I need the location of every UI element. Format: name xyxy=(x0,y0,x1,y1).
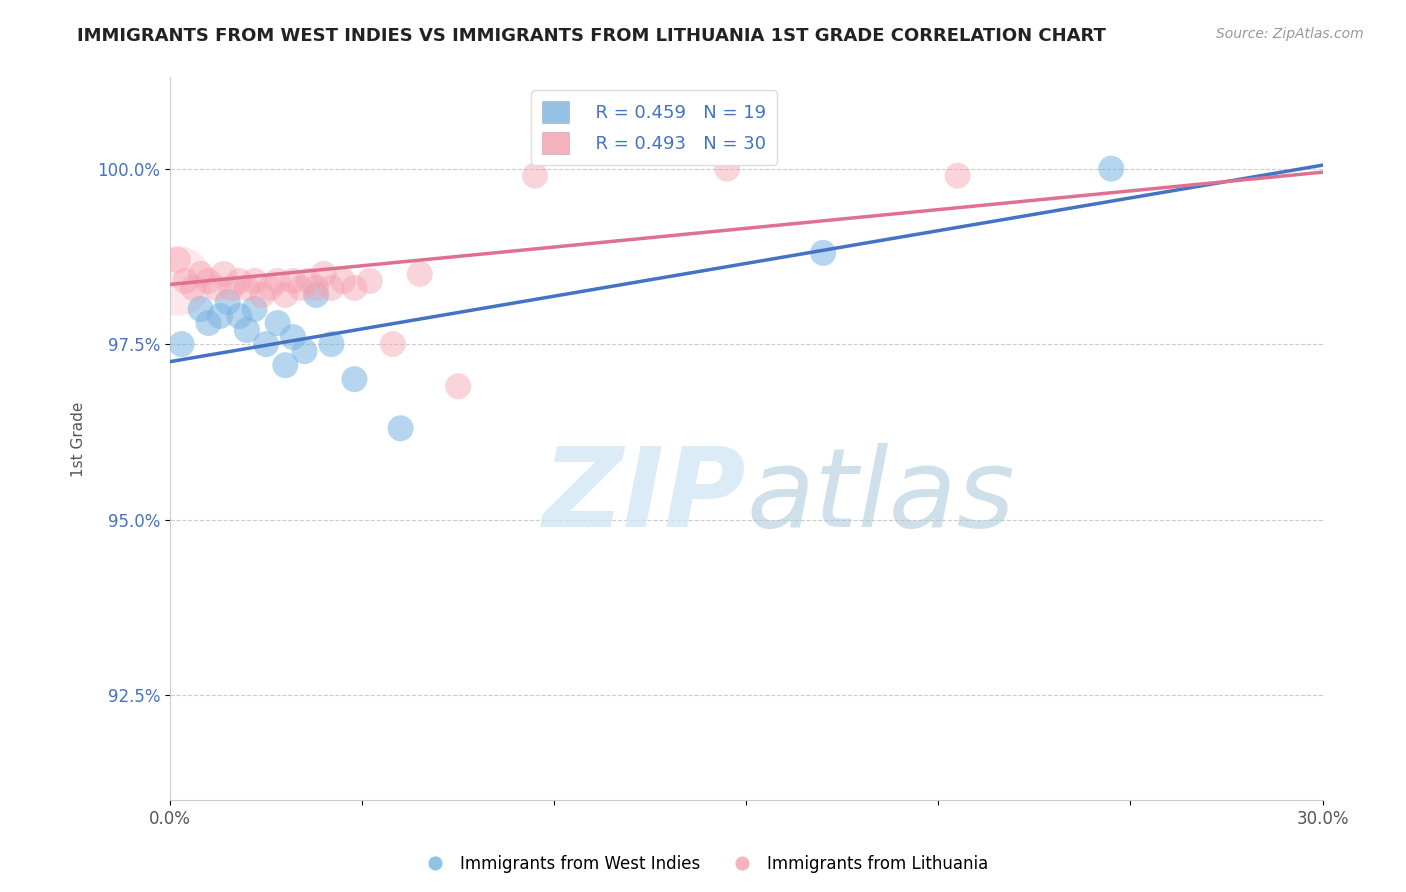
Point xyxy=(359,274,381,288)
Point xyxy=(305,281,328,295)
Point xyxy=(197,274,219,288)
Point xyxy=(166,274,188,288)
Point xyxy=(254,337,277,351)
Point xyxy=(305,288,328,302)
Point xyxy=(1099,161,1122,176)
Point xyxy=(243,274,266,288)
Point xyxy=(524,169,547,183)
Point xyxy=(716,161,738,176)
Point xyxy=(205,281,228,295)
Point xyxy=(343,372,366,386)
Point xyxy=(166,252,188,267)
Point xyxy=(243,301,266,316)
Point xyxy=(212,267,235,281)
Y-axis label: 1st Grade: 1st Grade xyxy=(72,401,86,476)
Point xyxy=(332,274,354,288)
Legend:   R = 0.459   N = 19,   R = 0.493   N = 30: R = 0.459 N = 19, R = 0.493 N = 30 xyxy=(531,90,776,165)
Point xyxy=(321,281,343,295)
Point xyxy=(389,421,412,435)
Point xyxy=(228,309,250,323)
Point xyxy=(170,337,193,351)
Point xyxy=(281,330,304,344)
Point xyxy=(946,169,969,183)
Point xyxy=(274,288,297,302)
Point xyxy=(252,288,274,302)
Point xyxy=(266,316,288,330)
Point xyxy=(447,379,470,393)
Point xyxy=(259,281,281,295)
Legend: Immigrants from West Indies, Immigrants from Lithuania: Immigrants from West Indies, Immigrants … xyxy=(412,848,994,880)
Point xyxy=(290,281,312,295)
Point xyxy=(321,337,343,351)
Point xyxy=(266,274,288,288)
Point xyxy=(297,274,319,288)
Point xyxy=(190,267,212,281)
Point xyxy=(217,295,239,310)
Point xyxy=(312,267,335,281)
Point xyxy=(208,309,231,323)
Point xyxy=(343,281,366,295)
Point xyxy=(409,267,432,281)
Text: ZIP: ZIP xyxy=(543,443,747,550)
Point xyxy=(281,274,304,288)
Point xyxy=(197,316,219,330)
Point xyxy=(811,245,834,260)
Point xyxy=(228,274,250,288)
Text: Source: ZipAtlas.com: Source: ZipAtlas.com xyxy=(1216,27,1364,41)
Point xyxy=(181,281,204,295)
Point xyxy=(221,281,243,295)
Point xyxy=(381,337,404,351)
Point xyxy=(174,274,197,288)
Point xyxy=(274,358,297,372)
Text: IMMIGRANTS FROM WEST INDIES VS IMMIGRANTS FROM LITHUANIA 1ST GRADE CORRELATION C: IMMIGRANTS FROM WEST INDIES VS IMMIGRANT… xyxy=(77,27,1107,45)
Point xyxy=(294,344,316,359)
Point xyxy=(190,301,212,316)
Point xyxy=(236,281,259,295)
Text: atlas: atlas xyxy=(747,443,1015,550)
Point xyxy=(236,323,259,337)
